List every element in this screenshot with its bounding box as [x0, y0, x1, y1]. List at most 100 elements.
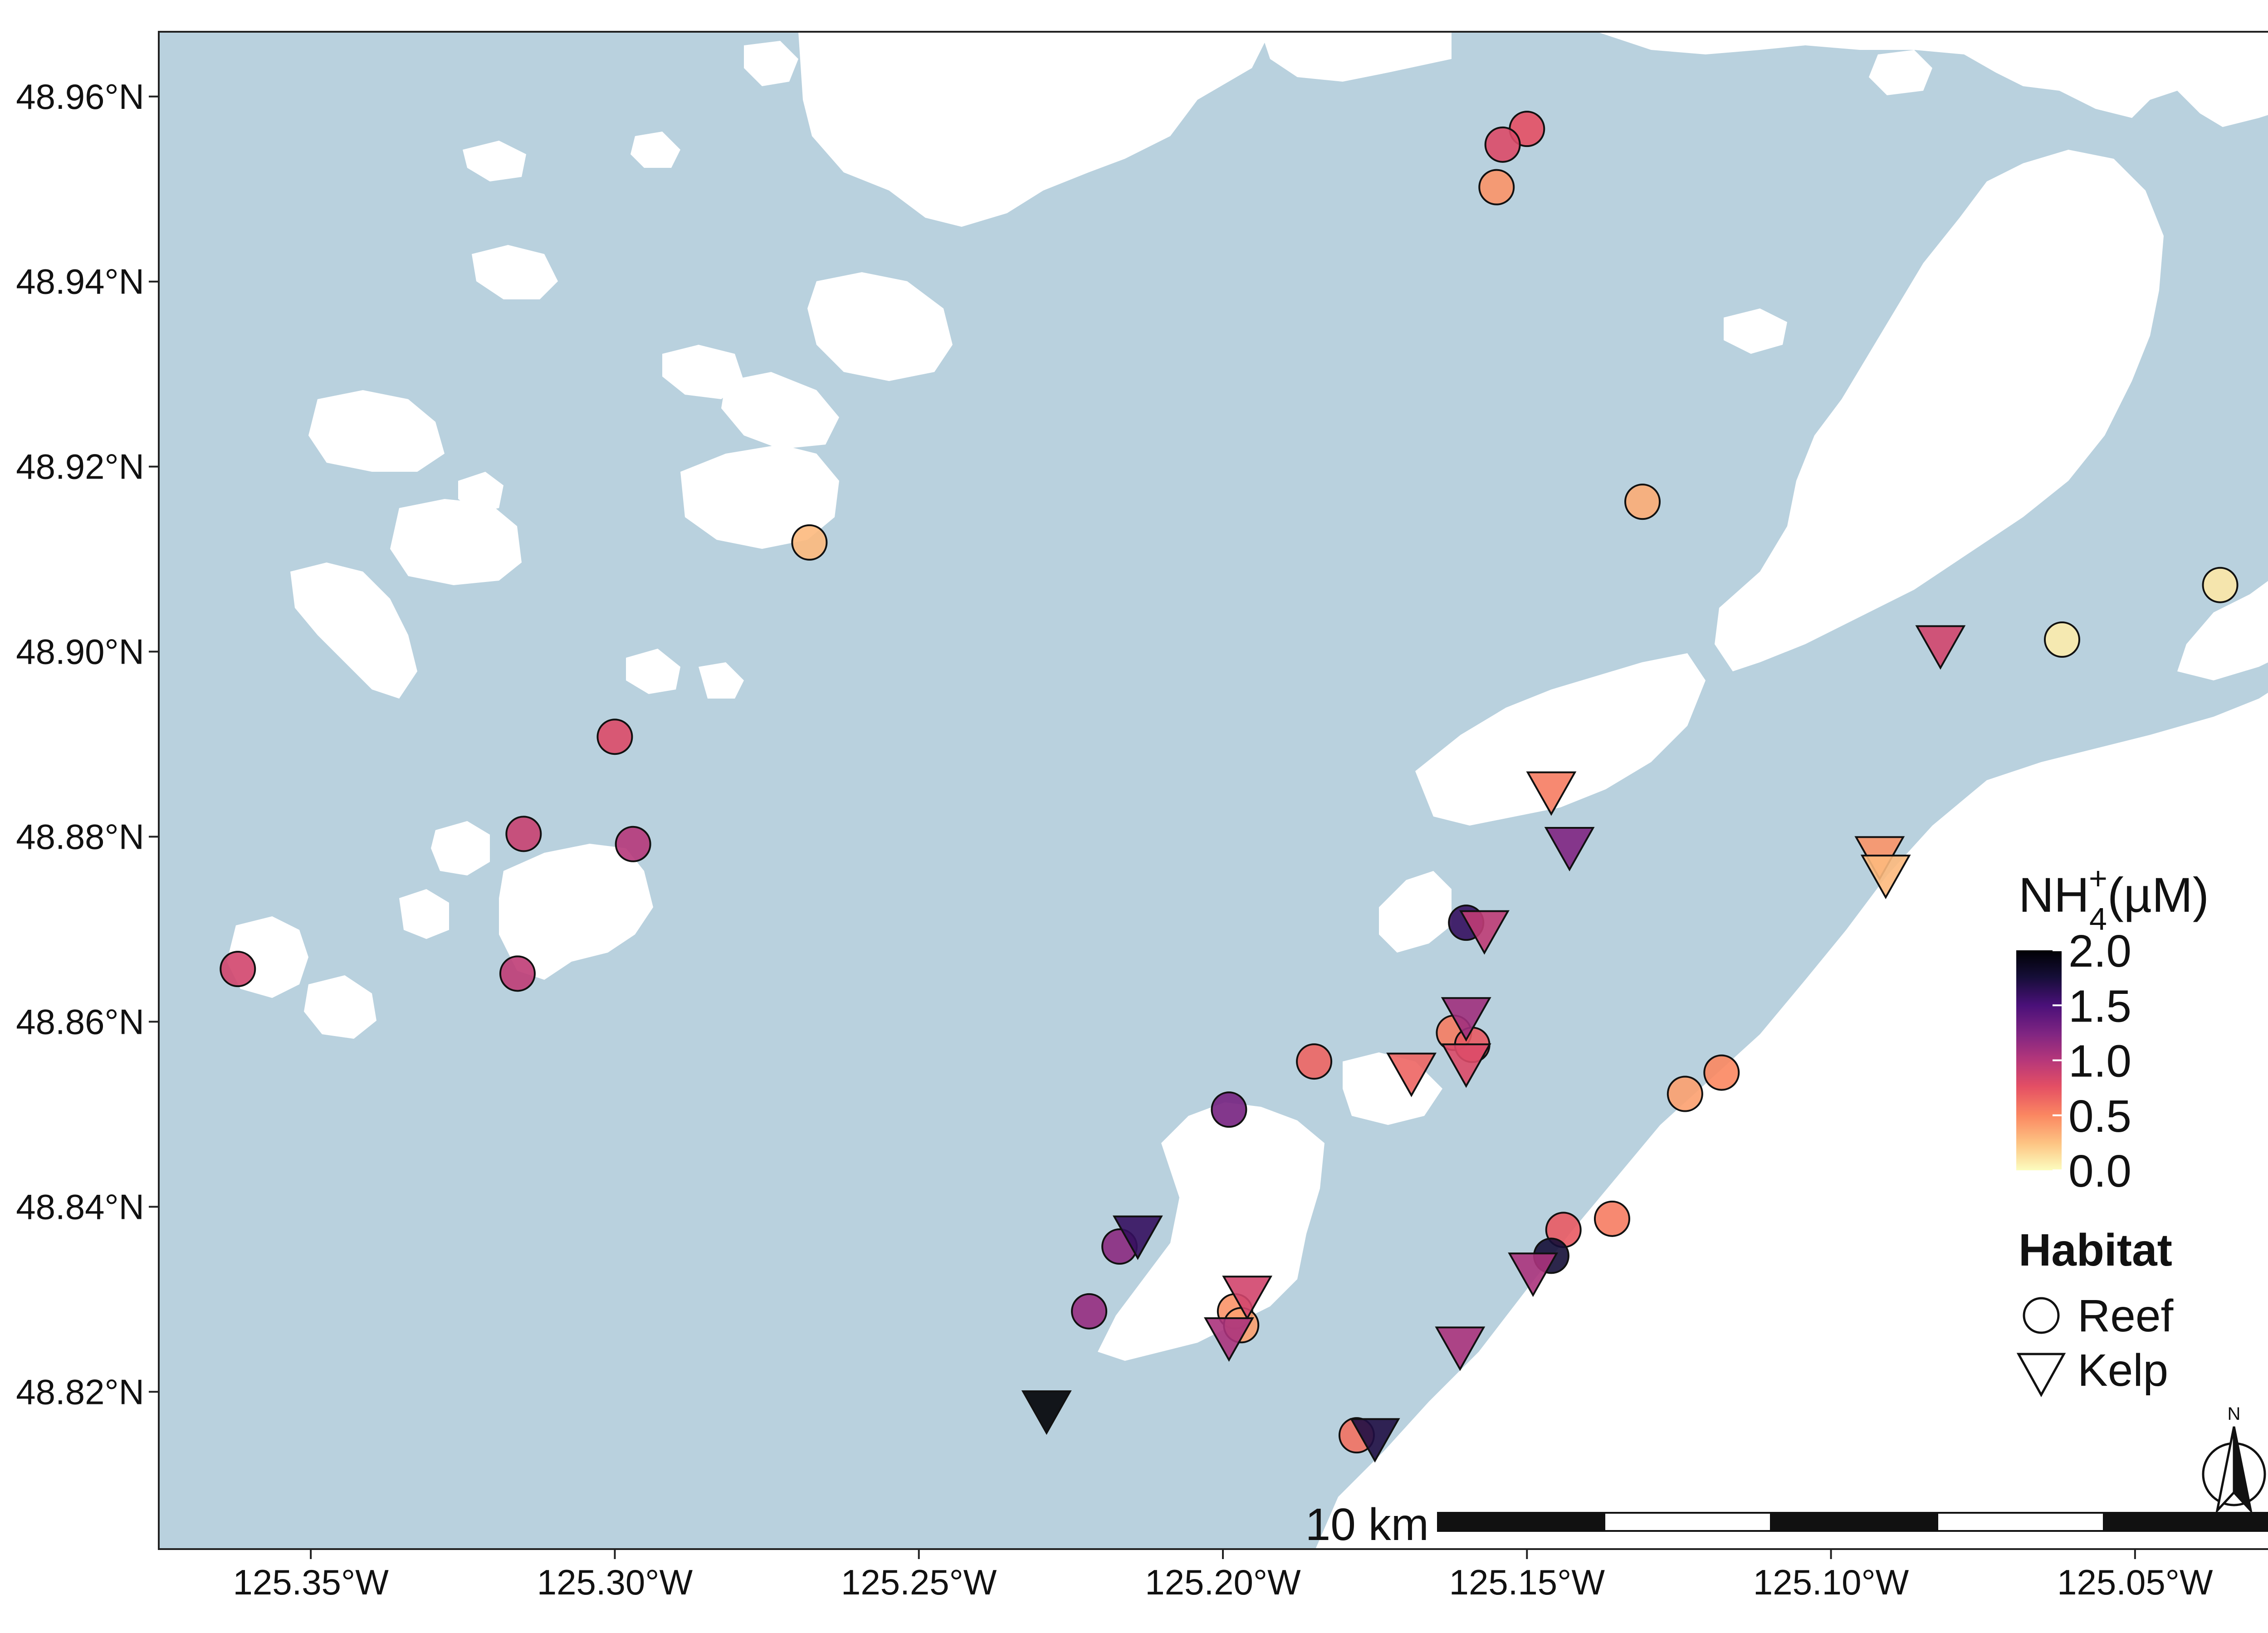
kelp-point — [1203, 1317, 1254, 1362]
legend-kelp-icon — [2016, 1353, 2066, 1398]
legend-reef-icon — [2023, 1297, 2060, 1334]
kelp-point — [1021, 1390, 1072, 1435]
x-tick-label: 125.35°W — [233, 1562, 389, 1602]
reef-point — [1484, 126, 1521, 163]
kelp-point — [1544, 826, 1595, 872]
land-east-small-islands — [1724, 308, 1787, 354]
kelp-point — [1386, 1052, 1437, 1097]
land-west-cluster-2 — [390, 499, 522, 585]
land-mid-small-island — [1379, 871, 1452, 953]
land-southwest-peninsula — [1098, 1102, 1325, 1361]
reef-point — [1071, 1293, 1108, 1330]
colorbar-ticks: 2.01.51.00.50.0 — [2053, 926, 2131, 1197]
scale-bar-segment — [1437, 1512, 1605, 1532]
kelp-point — [1441, 1043, 1491, 1088]
land-north-east — [1261, 32, 1452, 82]
land-west-cluster-4 — [680, 445, 839, 549]
data-points — [220, 111, 2239, 1463]
y-tick-label: 48.90°N — [16, 632, 144, 672]
reef-point — [1703, 1054, 1740, 1091]
land-north-peninsula — [798, 32, 1270, 227]
land-west-small-5 — [458, 472, 503, 513]
land-north-islets-3 — [631, 132, 680, 168]
reef-point — [1667, 1076, 1703, 1112]
land-west-cluster-6 — [662, 345, 744, 399]
scale-bar-label: 10 km — [1305, 1499, 1429, 1550]
kelp-point — [1222, 1276, 1273, 1320]
scale-bar-segment — [1770, 1512, 1938, 1532]
land-northeast-coast — [1597, 32, 2268, 127]
legend: NH4+(µM) 2.01.51.00.50.0 Habitat Reef Ke… — [2016, 861, 2209, 1398]
land-west-small-4 — [399, 889, 449, 939]
colorbar-tick-label: 1.0 — [2068, 1036, 2131, 1087]
land-east-inlet-spit — [2177, 581, 2268, 680]
land-west-cluster-5 — [721, 372, 839, 449]
x-tick-label: 125.20°W — [1145, 1562, 1301, 1602]
habitat-legend-title: Habitat — [2019, 1225, 2172, 1276]
x-tick-label: 125.25°W — [841, 1562, 997, 1602]
reef-point — [1211, 1091, 1247, 1128]
north-arrow-label: N — [2228, 1404, 2241, 1424]
colorbar-tick-label: 1.5 — [2068, 981, 2131, 1032]
scale-bar-segments — [1437, 1512, 2268, 1532]
kelp-point — [1915, 625, 1966, 670]
y-tick-label: 48.82°N — [16, 1372, 144, 1412]
land-north-islets-2 — [463, 141, 526, 181]
reef-point — [505, 816, 542, 852]
land-west-cluster-3 — [290, 562, 417, 699]
reef-point — [596, 719, 633, 755]
colorbar-tick-label: 2.0 — [2068, 926, 2131, 977]
x-tick-label: 125.30°W — [537, 1562, 693, 1602]
land-west-small-2 — [304, 975, 376, 1039]
kelp-point — [1508, 1252, 1559, 1297]
reef-point — [1478, 169, 1515, 205]
land-east-small-islands-2 — [1869, 50, 1932, 95]
x-tick-label: 125.05°W — [2057, 1562, 2213, 1602]
land-east-shore — [1315, 693, 2268, 1549]
y-tick-label: 48.96°N — [16, 77, 144, 117]
x-tick-label: 125.15°W — [1449, 1562, 1605, 1602]
kelp-point — [1459, 910, 1510, 955]
y-tick-label: 48.94°N — [16, 262, 144, 302]
reef-point — [2202, 567, 2239, 603]
land-west-small-6 — [626, 649, 680, 694]
legend-kelp-label: Kelp — [2077, 1345, 2168, 1396]
land-west-small-3 — [431, 821, 490, 875]
reef-point — [1624, 484, 1661, 520]
scale-bar-segment — [1603, 1512, 1772, 1532]
reef-point — [220, 951, 256, 988]
scale-bar-segment — [2103, 1512, 2268, 1532]
land-masses — [227, 32, 2268, 1549]
kelp-point — [1435, 1326, 1486, 1371]
scale-bar: 10 km — [1305, 1499, 2268, 1550]
x-axis: 125.35°W 125.30°W 125.25°W 125.20°W 125.15°W… — [233, 1549, 2213, 1602]
kelp-point — [1441, 997, 1491, 1042]
x-tick-label: 125.10°W — [1753, 1562, 1909, 1602]
y-tick-label: 48.88°N — [16, 816, 144, 856]
y-tick-label: 48.86°N — [16, 1002, 144, 1041]
colorbar-tick-label: 0.0 — [2068, 1146, 2131, 1197]
land-west-cluster-7 — [807, 272, 953, 381]
y-tick-label: 48.92°N — [16, 447, 144, 487]
land-west-small-7 — [699, 662, 744, 699]
reef-point — [1296, 1043, 1333, 1080]
reef-point — [499, 955, 536, 992]
reef-point — [1593, 1200, 1630, 1237]
colorbar-tick-label: 0.5 — [2068, 1091, 2131, 1142]
legend-reef-label: Reef — [2077, 1291, 2173, 1341]
land-west-large-island — [499, 844, 653, 980]
y-axis: 48.82°N 48.84°N 48.86°N 48.88°N 48.90°N 48.92… — [16, 77, 159, 1412]
kelp-point — [1112, 1215, 1163, 1260]
scale-bar-segment — [1936, 1512, 2105, 1532]
y-tick-label: 48.84°N — [16, 1187, 144, 1227]
land-mid-island — [1415, 653, 1706, 826]
kelp-point — [1526, 771, 1577, 816]
reef-point — [791, 524, 828, 561]
land-west-cluster-8 — [472, 245, 558, 299]
reef-point — [2043, 621, 2080, 658]
land-west-cluster-1 — [308, 390, 445, 472]
reef-point — [615, 826, 651, 862]
kelp-point — [1349, 1418, 1400, 1463]
kelp-point — [1860, 855, 1911, 900]
